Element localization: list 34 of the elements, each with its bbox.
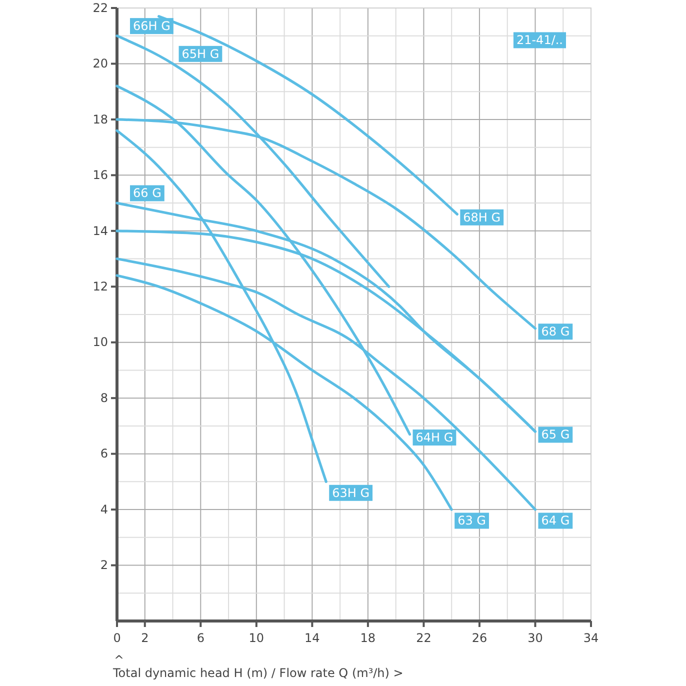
x-tick-label: 0 [113, 631, 121, 645]
x-axis-title: Total dynamic head H (m) / Flow rate Q (m³/h) > [112, 666, 404, 680]
annotation: 66H G [133, 19, 170, 34]
annotation: 65H G [182, 46, 220, 61]
x-tick-label: 2 [141, 631, 149, 645]
y-tick-label: 4 [100, 502, 108, 516]
annotation: 21-41/.. [516, 33, 563, 48]
annotation: 64 G [541, 514, 570, 528]
x-tick-label: 22 [416, 631, 432, 645]
y-tick-label: 22 [92, 0, 108, 15]
x-tick-label: 10 [248, 631, 264, 645]
y-tick-label: 18 [92, 112, 108, 126]
y-tick-label: 6 [100, 446, 108, 461]
annotation: 65 G [541, 428, 570, 442]
y-tick-label: 10 [92, 335, 108, 350]
x-tick-label: 26 [472, 631, 488, 645]
annotation: 63 G [458, 514, 486, 528]
annotation: 63H G [332, 486, 370, 500]
x-tick-label: 18 [360, 631, 376, 645]
annotation: 68H G [463, 210, 501, 224]
annotation: 68 G [541, 324, 570, 339]
y-tick-label: 12 [92, 279, 108, 294]
x-tick-label: 14 [304, 631, 320, 645]
y-tick-label: 20 [92, 56, 108, 71]
y-tick-label: 16 [92, 168, 108, 182]
x-tick-label: 34 [583, 631, 599, 645]
annotation: 66 G [133, 186, 162, 200]
annotation: 64H G [416, 430, 454, 445]
text: ^ [114, 653, 124, 667]
y-tick-label: 14 [92, 224, 108, 238]
x-tick-label: 6 [196, 631, 204, 645]
x-tick-label: 30 [528, 631, 543, 645]
y-tick-label: 2 [100, 558, 108, 572]
y-tick-label: 8 [100, 390, 108, 405]
